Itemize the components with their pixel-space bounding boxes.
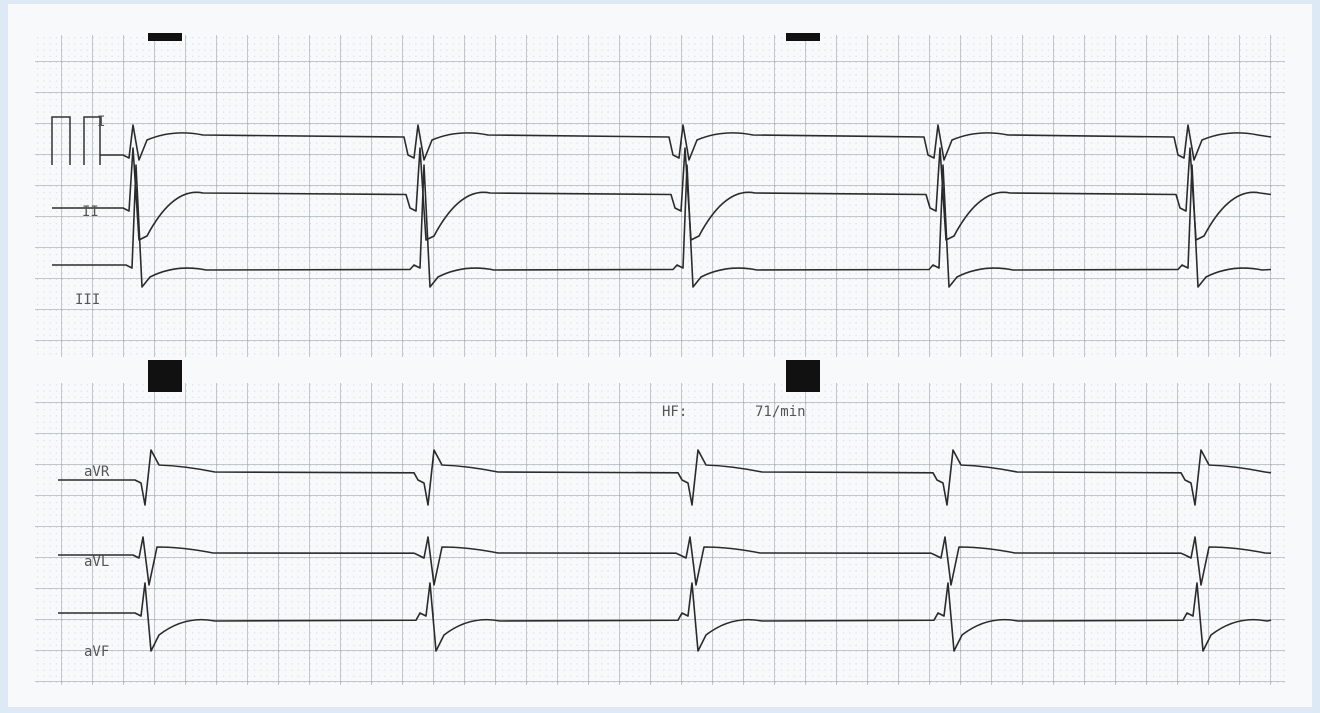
lead-label: II <box>82 204 99 220</box>
lead-label: aVF <box>84 644 109 660</box>
lead-label: aVL <box>84 554 109 570</box>
page: I II III aVR aVL aVF HF: 71/min (() => {… <box>0 0 1320 713</box>
lead-label: I <box>97 114 105 130</box>
lead-label: III <box>75 292 100 308</box>
ecg-sheet: I II III aVR aVL aVF HF: 71/min <box>0 0 1320 713</box>
lead-label: aVR <box>84 464 110 480</box>
heart-rate-label: HF: <box>662 404 687 420</box>
panel-bottom <box>35 360 1285 685</box>
heart-rate-value: 71/min <box>755 404 806 420</box>
